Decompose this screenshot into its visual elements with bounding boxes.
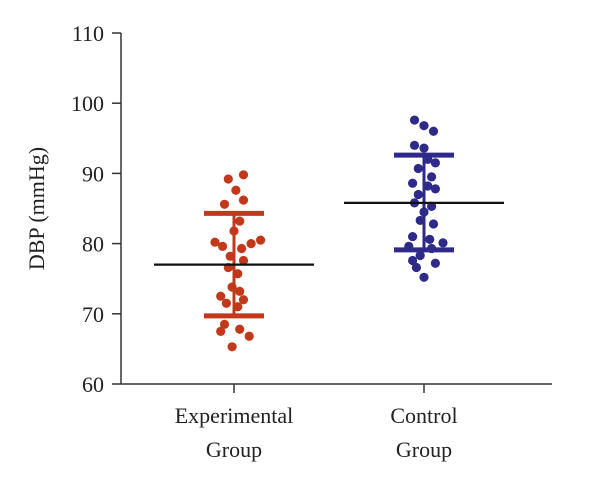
data-point — [425, 234, 435, 244]
data-point — [430, 258, 440, 268]
data-point — [238, 255, 249, 266]
data-point — [438, 238, 448, 248]
data-point — [229, 226, 239, 236]
data-point — [235, 216, 245, 226]
y-tick-label: 60 — [82, 372, 104, 397]
plot-marks — [154, 115, 504, 352]
data-point — [238, 195, 249, 205]
data-point — [233, 269, 243, 279]
axis-labels: 60 70 80 90 100 110 Experimental Group Control Gr… — [24, 21, 458, 462]
data-point — [415, 250, 425, 261]
data-point — [419, 272, 429, 282]
data-point — [235, 324, 245, 334]
data-point — [415, 215, 425, 226]
data-point — [246, 239, 256, 249]
data-point — [237, 243, 247, 254]
data-point — [225, 251, 235, 261]
y-axis-title: DBP (mmHg) — [24, 147, 49, 270]
data-point — [409, 140, 420, 150]
data-point — [427, 201, 437, 211]
data-point — [219, 319, 230, 329]
data-point — [413, 189, 423, 200]
data-point — [244, 331, 254, 341]
data-point — [408, 231, 418, 242]
data-point — [223, 174, 233, 184]
data-point — [430, 158, 440, 168]
data-point — [216, 291, 226, 301]
data-point — [216, 326, 226, 336]
x-category-label: Group — [396, 437, 452, 462]
data-point — [419, 143, 429, 153]
data-point — [411, 262, 421, 273]
y-tick-label: 80 — [82, 232, 104, 257]
data-point — [428, 219, 439, 229]
data-point — [428, 126, 439, 136]
data-point — [423, 181, 433, 191]
data-point — [413, 163, 423, 174]
data-point — [219, 199, 230, 209]
data-point — [238, 170, 249, 180]
y-tick-label: 110 — [72, 21, 104, 46]
data-point — [256, 235, 266, 245]
y-tick-label: 70 — [82, 302, 104, 327]
x-category-label: Control — [390, 403, 457, 428]
data-point — [427, 172, 437, 182]
x-category-label: Experimental — [175, 403, 294, 428]
data-point — [233, 302, 243, 312]
data-point — [419, 121, 429, 131]
data-point — [210, 237, 220, 247]
data-point — [430, 184, 440, 194]
data-point — [221, 298, 231, 308]
y-tick-label: 90 — [82, 161, 104, 186]
data-point — [227, 342, 237, 352]
data-point — [231, 185, 241, 195]
data-point — [238, 295, 249, 305]
axes — [112, 32, 552, 393]
data-point — [409, 115, 420, 125]
data-point — [218, 241, 228, 252]
data-point — [408, 255, 418, 266]
x-category-label: Group — [206, 437, 262, 462]
data-point — [419, 207, 429, 217]
data-point — [235, 286, 245, 296]
y-tick-label: 100 — [71, 91, 104, 116]
data-point — [408, 178, 418, 188]
data-point — [227, 282, 237, 292]
